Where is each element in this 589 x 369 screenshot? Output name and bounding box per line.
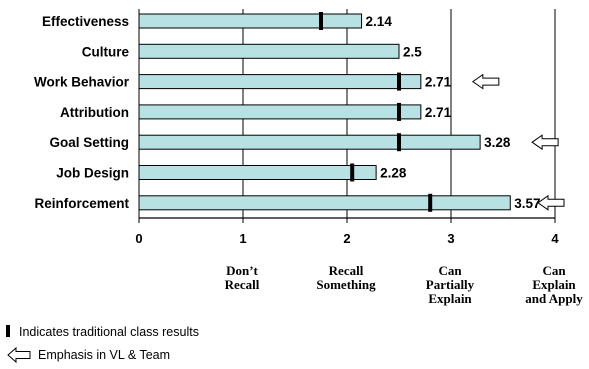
category-label: Work Behavior xyxy=(34,75,130,90)
category-label: Culture xyxy=(82,44,130,59)
x-tick-label: 4 xyxy=(551,231,559,246)
bar xyxy=(138,195,511,211)
scale-descriptor-line: Recall xyxy=(329,263,364,278)
scale-descriptor-line: Explain xyxy=(532,277,576,292)
bar xyxy=(138,74,422,90)
value-label: 2.71 xyxy=(425,75,452,90)
legend: Indicates traditional class results Emph… xyxy=(6,325,199,364)
category-label: Job Design xyxy=(56,166,129,181)
x-tick-label: 3 xyxy=(447,231,454,246)
value-label: 2.14 xyxy=(366,14,393,29)
emphasis-arrow-icon xyxy=(537,194,565,211)
bar xyxy=(138,13,363,29)
scale-descriptors: Don’tRecallRecallSomethingCanPartiallyEx… xyxy=(225,263,584,306)
value-label: 2.5 xyxy=(403,44,422,59)
emphasis-arrow-icon xyxy=(471,73,500,90)
scale-descriptor-line: Don’t xyxy=(226,263,258,278)
traditional-result-marker xyxy=(350,163,355,182)
traditional-result-marker xyxy=(397,72,401,91)
emphasis-arrow-icon xyxy=(531,134,559,151)
legend-label-emphasis: Emphasis in VL & Team xyxy=(38,348,170,362)
x-tick-label: 1 xyxy=(239,231,246,246)
bar xyxy=(138,134,481,150)
value-label: 2.28 xyxy=(380,166,407,181)
traditional-result-marker xyxy=(397,133,401,152)
scale-descriptor-line: Can xyxy=(542,263,566,278)
traditional-result-marker xyxy=(319,12,323,30)
category-label: Reinforcement xyxy=(34,196,129,211)
scale-descriptor-line: Explain xyxy=(428,291,472,306)
scale-descriptor-line: Something xyxy=(316,277,376,292)
scale-descriptor-line: and Apply xyxy=(525,291,583,306)
legend-label-traditional: Indicates traditional class results xyxy=(19,325,199,339)
traditional-result-marker xyxy=(428,193,433,212)
category-label: Attribution xyxy=(60,105,129,120)
bar xyxy=(138,43,400,59)
bar xyxy=(138,104,422,120)
category-label: Effectiveness xyxy=(42,14,129,29)
bar xyxy=(138,165,377,180)
value-label: 2.71 xyxy=(425,105,452,120)
traditional-result-marker xyxy=(397,102,401,121)
value-label: 3.28 xyxy=(484,135,511,150)
legend-marker-icon xyxy=(6,325,10,337)
category-label: Goal Setting xyxy=(49,135,129,150)
x-tick-label: 0 xyxy=(135,231,142,246)
scale-descriptor-line: Can xyxy=(438,263,462,278)
bars: Effectiveness 2.14 Culture 2.5 Work Behavior… xyxy=(34,12,565,212)
x-axis: 0 1 2 3 4 xyxy=(135,218,559,246)
scale-descriptor-line: Recall xyxy=(225,277,260,292)
value-label: 3.57 xyxy=(514,196,540,211)
scale-descriptor-line: Partially xyxy=(426,277,475,292)
legend-left-arrow-icon xyxy=(7,346,31,364)
x-tick-label: 2 xyxy=(343,231,350,246)
